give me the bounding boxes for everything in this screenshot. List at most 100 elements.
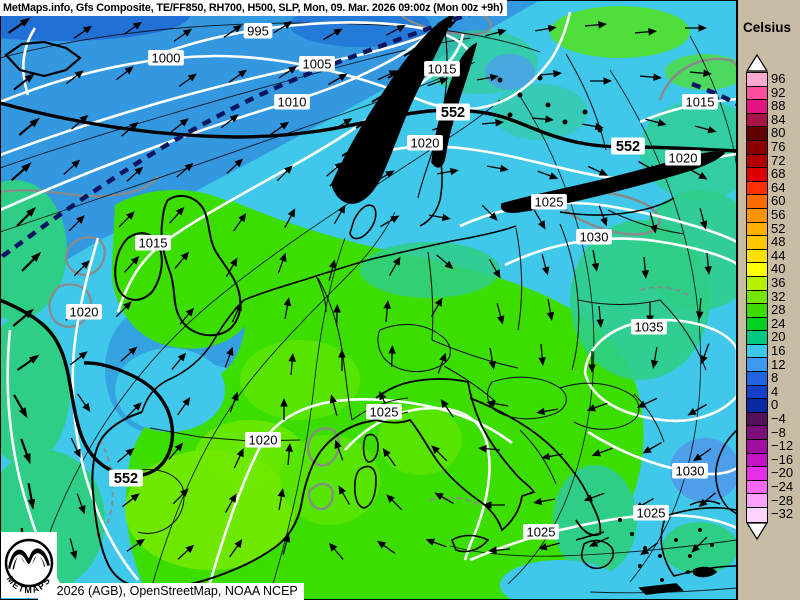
wind-arrow-icon	[440, 398, 454, 418]
wind-arrow-icon	[63, 159, 81, 175]
pressure-label: 1025	[370, 405, 399, 420]
wind-arrow-icon	[333, 204, 346, 224]
wind-arrow-icon	[388, 345, 396, 368]
wind-arrow-icon	[231, 302, 242, 323]
pressure-label: 995	[247, 24, 269, 39]
legend-cell	[747, 168, 767, 182]
wind-arrow-icon	[485, 28, 507, 37]
wind-arrow-icon	[691, 536, 708, 553]
wind-arrow-icon	[645, 118, 667, 127]
wind-arrow-icon	[16, 354, 40, 371]
legend-cell	[747, 426, 767, 441]
legend-value: 8	[771, 370, 779, 386]
wind-arrow-icon	[481, 118, 504, 127]
legend-value: 28	[771, 302, 786, 318]
wind-arrow-icon	[20, 438, 31, 465]
wind-arrow-icon	[432, 122, 454, 131]
wind-arrow-icon	[429, 213, 451, 222]
pressure-label-box	[424, 61, 460, 77]
wind-arrow-icon	[589, 536, 610, 547]
wind-arrow-icon	[588, 351, 596, 373]
wind-arrow-icon	[488, 259, 501, 279]
wind-arrow-icon	[430, 297, 443, 317]
pressure-label: 1025	[527, 525, 556, 540]
legend-value: 60	[771, 193, 786, 209]
wind-arrow-icon	[177, 396, 191, 416]
wind-arrow-icon	[382, 115, 403, 126]
wind-arrow-icon	[689, 69, 712, 78]
pressure-label-box	[366, 404, 402, 420]
pressure-label-box	[665, 150, 701, 166]
legend-overflow-arrow-down	[746, 522, 768, 540]
pressure-label: 1000	[152, 51, 181, 66]
wind-arrow-icon	[488, 348, 497, 370]
wind-arrow-icon	[170, 118, 189, 133]
wind-arrow-icon	[596, 305, 605, 328]
height-label: 552	[114, 471, 138, 487]
wind-arrow-icon	[334, 439, 344, 461]
wind-arrow-icon	[233, 212, 247, 232]
legend-value: 4	[771, 383, 779, 399]
pressure-label-box	[531, 194, 567, 210]
wind-arrow-icon	[386, 494, 403, 511]
wind-arrow-icon	[333, 118, 353, 131]
pressure-label-box	[672, 463, 708, 479]
wind-arrow-icon	[692, 448, 712, 462]
legend-value: 48	[771, 234, 786, 250]
wind-arrow-icon	[70, 437, 81, 458]
wind-arrow-icon	[487, 164, 509, 173]
pressure-label-box	[274, 94, 310, 110]
wind-arrow-icon	[69, 351, 88, 366]
wind-arrow-icon	[277, 252, 287, 274]
wind-arrow-icon	[273, 21, 293, 34]
wind-arrow-icon	[385, 24, 406, 36]
legend-cell	[747, 440, 767, 454]
wind-arrow-icon	[233, 448, 244, 469]
legend-panel: Celsius 96 92 88 84 80 76 72 68 64 60 56 52 48 44 40 36…	[737, 0, 800, 600]
wind-arrow-icon	[329, 394, 338, 416]
wind-arrow-icon	[226, 158, 244, 174]
wind-arrow-icon	[126, 166, 144, 182]
legend-value: 76	[771, 139, 786, 154]
pressure-label: 1030	[676, 464, 705, 479]
copyright-text: © 2026 (AGB), OpenStreetMap, NOAA NCEP	[44, 584, 298, 598]
wind-arrow-icon	[375, 170, 395, 183]
wind-arrow-icon	[431, 445, 448, 462]
wind-arrow-icon	[10, 162, 32, 182]
legend-cell	[747, 331, 767, 345]
wind-arrow-icon	[437, 167, 459, 176]
wind-arrow-icon	[171, 352, 187, 370]
legend-value: 40	[771, 261, 786, 277]
wind-arrow-icon	[229, 391, 239, 413]
wind-arrow-icon	[533, 210, 546, 230]
wind-arrow-icon	[168, 442, 184, 460]
legend-cell	[747, 236, 767, 250]
legend-value: 68	[771, 166, 786, 182]
legend-value: 84	[771, 111, 786, 127]
legend-value: 92	[771, 84, 786, 100]
wind-arrow-icon	[285, 443, 294, 466]
wind-arrow-icon	[283, 297, 292, 319]
wind-arrow-icon	[380, 215, 400, 228]
wind-arrow-icon	[586, 402, 608, 412]
wind-arrow-icon	[228, 69, 248, 83]
height-label: 552	[616, 139, 640, 155]
wind-arrow-icon	[488, 546, 511, 555]
legend-value: 20	[771, 329, 786, 345]
wind-arrow-icon	[638, 160, 658, 173]
wind-arrow-icon	[27, 483, 36, 510]
pressure-label: 1015	[686, 95, 715, 110]
wind-arrow-icon	[434, 492, 454, 505]
wind-arrow-icon	[225, 257, 238, 277]
legend-cell	[747, 508, 767, 522]
title-text: MetMaps.info, Gfs Composite, TE/FF850, R…	[3, 2, 503, 14]
wind-arrow-icon	[583, 492, 605, 502]
wind-arrow-icon	[179, 307, 195, 325]
wind-arrow-icon	[584, 20, 607, 29]
wind-arrow-icon	[7, 17, 31, 34]
pressure-label: 1005	[303, 57, 332, 72]
legend-cell	[747, 344, 767, 359]
weather-map: 995 1000 1005 1010 1015 1015 1015 1020 1020 1020 1…	[0, 0, 737, 600]
wind-arrow-icon	[169, 206, 185, 224]
wind-arrow-icon	[178, 73, 197, 87]
